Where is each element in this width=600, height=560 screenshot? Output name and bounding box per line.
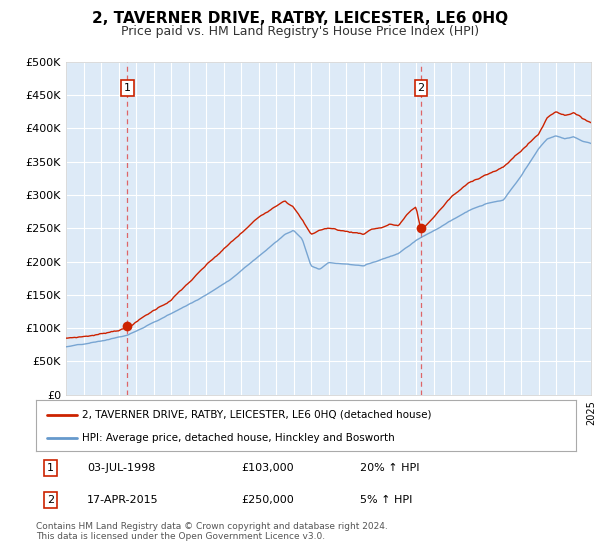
Text: 03-JUL-1998: 03-JUL-1998 xyxy=(88,463,155,473)
Text: 2, TAVERNER DRIVE, RATBY, LEICESTER, LE6 0HQ: 2, TAVERNER DRIVE, RATBY, LEICESTER, LE6… xyxy=(92,11,508,26)
Text: Contains HM Land Registry data © Crown copyright and database right 2024.
This d: Contains HM Land Registry data © Crown c… xyxy=(36,522,388,542)
Text: 1: 1 xyxy=(124,83,131,94)
Text: 5% ↑ HPI: 5% ↑ HPI xyxy=(360,495,412,505)
Text: 2: 2 xyxy=(418,83,425,94)
Text: 20% ↑ HPI: 20% ↑ HPI xyxy=(360,463,419,473)
Text: Price paid vs. HM Land Registry's House Price Index (HPI): Price paid vs. HM Land Registry's House … xyxy=(121,25,479,38)
Text: £250,000: £250,000 xyxy=(241,495,294,505)
Text: 17-APR-2015: 17-APR-2015 xyxy=(88,495,159,505)
Text: 2, TAVERNER DRIVE, RATBY, LEICESTER, LE6 0HQ (detached house): 2, TAVERNER DRIVE, RATBY, LEICESTER, LE6… xyxy=(82,409,431,419)
Text: £103,000: £103,000 xyxy=(241,463,294,473)
Text: 2: 2 xyxy=(47,495,54,505)
Text: HPI: Average price, detached house, Hinckley and Bosworth: HPI: Average price, detached house, Hinc… xyxy=(82,433,395,443)
Text: 1: 1 xyxy=(47,463,54,473)
